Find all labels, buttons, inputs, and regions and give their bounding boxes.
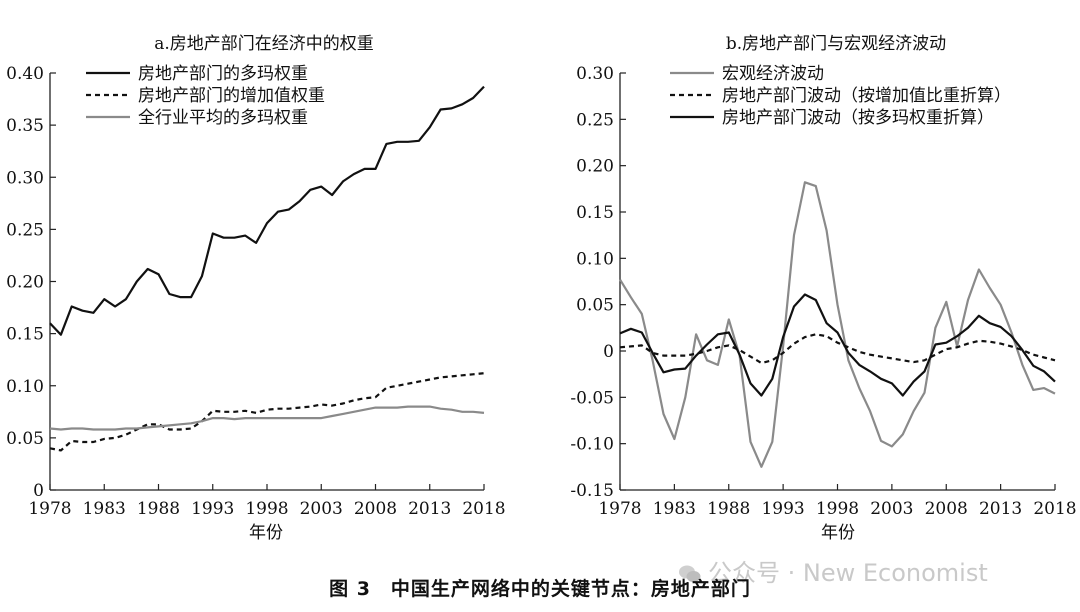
x-tick-label: 2003 [300, 499, 343, 519]
y-tick-label: 0.25 [6, 220, 44, 240]
legend-label-a-1: 房地产部门的多玛权重 [138, 64, 308, 84]
chart-title-b: b.房地产部门与宏观经济波动 [726, 34, 946, 54]
series-line-a-1 [49, 85, 485, 336]
x-tick-label: 2018 [462, 499, 505, 519]
series-line-b-2 [619, 333, 1056, 365]
y-tick-label: 0.15 [576, 203, 614, 223]
x-tick-label: 1983 [83, 499, 126, 519]
y-tick-label: -0.10 [570, 435, 614, 455]
legend-label-b-2: 房地产部门波动（按增加值比重折算） [722, 86, 1011, 106]
series-line-b-1 [619, 181, 1056, 468]
x-axis-label-b: 年份 [821, 523, 855, 543]
y-tick-label: 0.20 [6, 273, 44, 293]
legend-label-b-1: 宏观经济波动 [722, 64, 824, 84]
y-tick-label: 0.40 [6, 64, 44, 84]
figure-caption: 图 3 中国生产网络中的关键节点：房地产部门 [329, 578, 751, 600]
x-tick-label: 1993 [191, 499, 234, 519]
x-tick-label: 1978 [28, 499, 71, 519]
x-tick-label: 1993 [761, 499, 804, 519]
y-tick-label: 0.05 [6, 429, 44, 449]
x-tick-label: 2008 [925, 499, 968, 519]
legend-label-b-3: 房地产部门波动（按多玛权重折算） [722, 108, 994, 128]
x-tick-label: 2013 [408, 499, 451, 519]
y-tick-label: 0.15 [6, 325, 44, 345]
y-tick-label: -0.15 [570, 481, 614, 501]
x-tick-label: 2013 [979, 499, 1022, 519]
x-tick-label: 1998 [245, 499, 288, 519]
y-tick-label: -0.05 [570, 388, 614, 408]
chart-panel-a: a.房地产部门在经济中的权重 年份 0 0.05 0.10 0.15 0.20 0.25 0… [6, 34, 505, 543]
x-axis-label-a: 年份 [249, 523, 283, 543]
y-tick-label: 0.10 [576, 249, 614, 269]
y-tick-label: 0.30 [6, 168, 44, 188]
y-tick-label: 0 [603, 342, 614, 362]
series-line-a-2 [49, 372, 485, 452]
x-tick-label: 2008 [354, 499, 397, 519]
x-tick-label: 2018 [1033, 499, 1076, 519]
y-tick-label: 0.35 [6, 116, 44, 136]
watermark: 公众号 · New Economist [678, 553, 988, 588]
x-tick-label: 1998 [816, 499, 859, 519]
x-tick-label: 2003 [870, 499, 913, 519]
y-tick-label: 0.10 [6, 377, 44, 397]
x-tick-label: 1983 [653, 499, 696, 519]
legend-label-a-2: 房地产部门的增加值权重 [138, 86, 325, 106]
y-tick-label: 0.30 [576, 64, 614, 84]
watermark-text: 公众号 · New Economist [708, 559, 988, 587]
wechat-logo-icon [679, 565, 701, 582]
y-tick-label: 0 [33, 481, 44, 501]
chart-panel-b: b.房地产部门与宏观经济波动 年份 -0.15 -0.10 -0.05 0 0.05 0.… [570, 34, 1076, 543]
legend-label-a-3: 全行业平均的多玛权重 [138, 108, 308, 128]
y-tick-label: 0.20 [576, 157, 614, 177]
chart-title-a: a.房地产部门在经济中的权重 [154, 34, 374, 54]
x-tick-label: 1988 [137, 499, 180, 519]
y-tick-label: 0.05 [576, 296, 614, 316]
x-tick-label: 1978 [598, 499, 641, 519]
y-tick-label: 0.25 [576, 110, 614, 130]
series-line-a-3 [49, 405, 485, 431]
x-tick-label: 1988 [707, 499, 750, 519]
series-line-b-3 [619, 293, 1056, 397]
